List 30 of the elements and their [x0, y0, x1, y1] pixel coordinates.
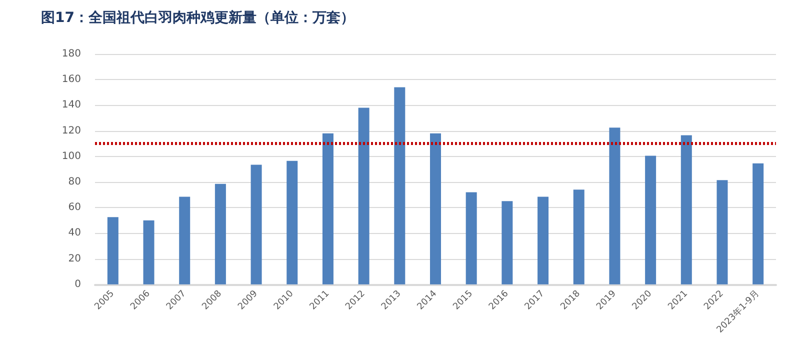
y-tick-label: 20	[68, 253, 81, 264]
y-tick-label: 180	[62, 48, 81, 60]
bar	[107, 217, 118, 284]
bar	[179, 196, 190, 284]
bar	[143, 220, 154, 284]
y-tick-label: 160	[62, 74, 81, 86]
bar	[358, 108, 370, 284]
bar	[322, 133, 334, 284]
y-tick-label: 80	[68, 176, 81, 188]
bar	[502, 201, 513, 284]
y-tick-label: 40	[68, 228, 81, 239]
bar	[645, 156, 656, 284]
bar	[430, 133, 441, 284]
y-tick-label: 140	[62, 100, 81, 111]
y-tick-label: 60	[68, 202, 81, 214]
bar	[609, 128, 620, 284]
bar	[466, 192, 477, 284]
bar	[214, 184, 226, 284]
chart-title: 图17：全国祖代白羽肉种鸡更新量（单位：万套）	[41, 9, 354, 26]
bar	[394, 87, 406, 284]
y-tick-label: 100	[62, 150, 81, 162]
bar	[573, 190, 584, 284]
bar	[286, 160, 298, 284]
bar	[752, 163, 764, 284]
y-tick-label: 120	[62, 125, 81, 136]
y-tick-label: 0	[74, 278, 81, 290]
bar	[538, 196, 549, 284]
bar	[680, 135, 692, 284]
bar	[716, 180, 728, 284]
bar	[250, 164, 262, 284]
